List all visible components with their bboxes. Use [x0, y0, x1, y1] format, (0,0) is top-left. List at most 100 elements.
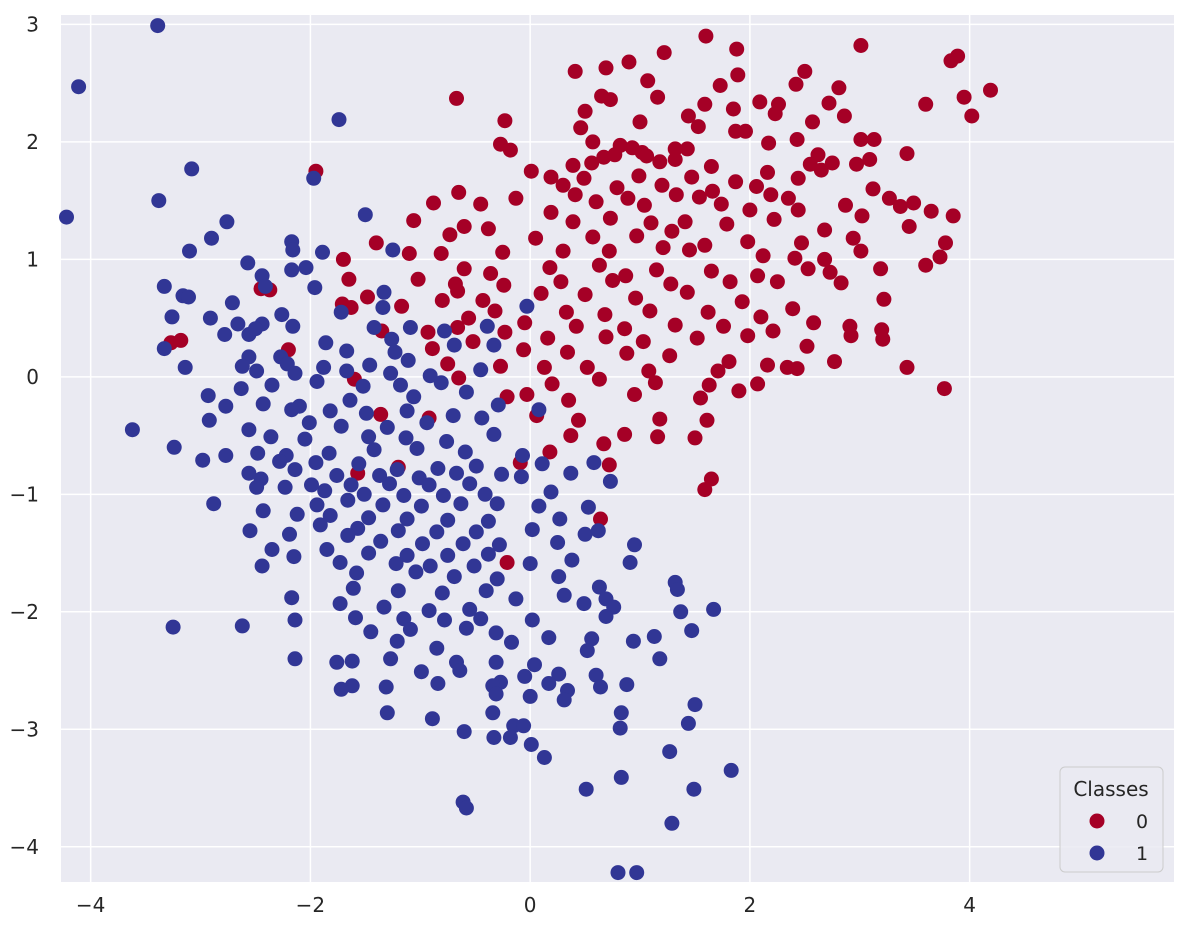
point-class-0 [780, 190, 796, 206]
point-class-1 [361, 545, 377, 561]
point-class-0 [716, 318, 731, 334]
point-class-0 [543, 204, 559, 220]
point-class-0 [577, 287, 593, 303]
point-class-1 [524, 522, 540, 538]
point-class-1 [534, 456, 550, 472]
point-class-0 [542, 444, 558, 460]
point-class-1 [446, 337, 462, 353]
point-class-0 [892, 199, 908, 214]
point-class-0 [588, 194, 604, 210]
point-class-1 [390, 583, 406, 599]
point-class-1 [408, 564, 424, 580]
point-class-0 [591, 257, 607, 273]
point-class-0 [964, 108, 980, 124]
point-class-1 [502, 730, 518, 745]
point-class-1 [218, 398, 234, 414]
point-class-1 [363, 624, 379, 640]
point-class-1 [319, 542, 335, 557]
point-class-1 [480, 513, 496, 529]
point-class-1 [384, 331, 400, 347]
point-class-1 [449, 465, 464, 481]
point-class-1 [289, 506, 305, 522]
point-class-1 [474, 410, 490, 426]
point-class-0 [875, 331, 891, 347]
point-class-1 [124, 422, 140, 438]
point-class-1 [234, 618, 250, 634]
point-class-0 [649, 262, 664, 278]
point-class-0 [571, 412, 586, 428]
point-class-1 [376, 284, 392, 300]
point-class-0 [697, 96, 713, 112]
point-class-0 [849, 156, 864, 172]
point-class-0 [788, 76, 804, 92]
point-class-0 [813, 162, 829, 178]
point-class-1 [202, 310, 218, 326]
point-class-1 [522, 556, 538, 572]
point-class-1 [430, 461, 446, 476]
point-class-0 [584, 155, 600, 171]
point-class-1 [322, 508, 338, 523]
point-class-1 [156, 341, 172, 357]
point-class-0 [750, 268, 766, 284]
point-class-1 [458, 384, 474, 400]
point-class-0 [536, 359, 552, 375]
point-class-1 [387, 344, 403, 360]
point-class-0 [794, 235, 809, 251]
point-class-0 [699, 412, 715, 428]
point-class-1 [156, 278, 172, 294]
point-class-0 [728, 123, 744, 139]
point-class-0 [876, 291, 892, 307]
point-class-1 [318, 335, 334, 351]
point-class-0 [805, 114, 820, 130]
point-class-1 [455, 536, 471, 552]
point-class-1 [466, 558, 482, 574]
point-class-0 [690, 119, 706, 135]
point-class-1 [340, 527, 356, 543]
point-class-1 [430, 676, 446, 691]
legend-marker-1 [1089, 845, 1105, 861]
point-class-0 [802, 156, 818, 172]
point-class-1 [578, 781, 594, 797]
point-class-1 [373, 533, 389, 549]
point-class-0 [701, 377, 717, 393]
point-class-0 [567, 187, 583, 203]
point-class-0 [831, 80, 847, 96]
point-class-0 [650, 429, 666, 445]
point-class-0 [667, 141, 683, 157]
point-class-1 [627, 537, 642, 553]
legend-marker-0 [1089, 813, 1105, 829]
point-class-0 [734, 294, 750, 310]
point-class-0 [450, 320, 466, 335]
x-tick-label: 2 [744, 893, 757, 917]
point-class-0 [945, 208, 961, 224]
point-class-1 [531, 402, 547, 418]
point-class-1 [610, 865, 626, 881]
point-class-0 [790, 202, 806, 218]
y-tick-label: −2 [10, 600, 39, 624]
point-class-1 [379, 419, 395, 435]
point-class-1 [329, 654, 345, 670]
point-class-0 [650, 89, 666, 105]
point-class-1 [71, 79, 87, 95]
point-class-0 [703, 159, 719, 174]
point-class-0 [755, 248, 771, 264]
point-class-1 [241, 465, 257, 481]
point-class-0 [495, 244, 511, 260]
point-class-0 [579, 359, 595, 375]
point-class-1 [150, 18, 166, 34]
point-class-1 [286, 549, 302, 565]
point-class-1 [580, 499, 596, 515]
point-class-1 [541, 676, 557, 691]
point-class-0 [822, 264, 838, 280]
point-class-0 [410, 271, 426, 287]
point-class-0 [483, 266, 499, 281]
point-class-1 [602, 473, 618, 489]
point-class-0 [862, 152, 878, 167]
point-class-1 [339, 363, 355, 379]
point-class-1 [389, 633, 405, 649]
point-class-1 [358, 405, 374, 421]
point-class-0 [540, 330, 556, 346]
point-class-1 [513, 469, 529, 485]
point-class-1 [400, 352, 416, 368]
point-class-0 [499, 555, 515, 570]
